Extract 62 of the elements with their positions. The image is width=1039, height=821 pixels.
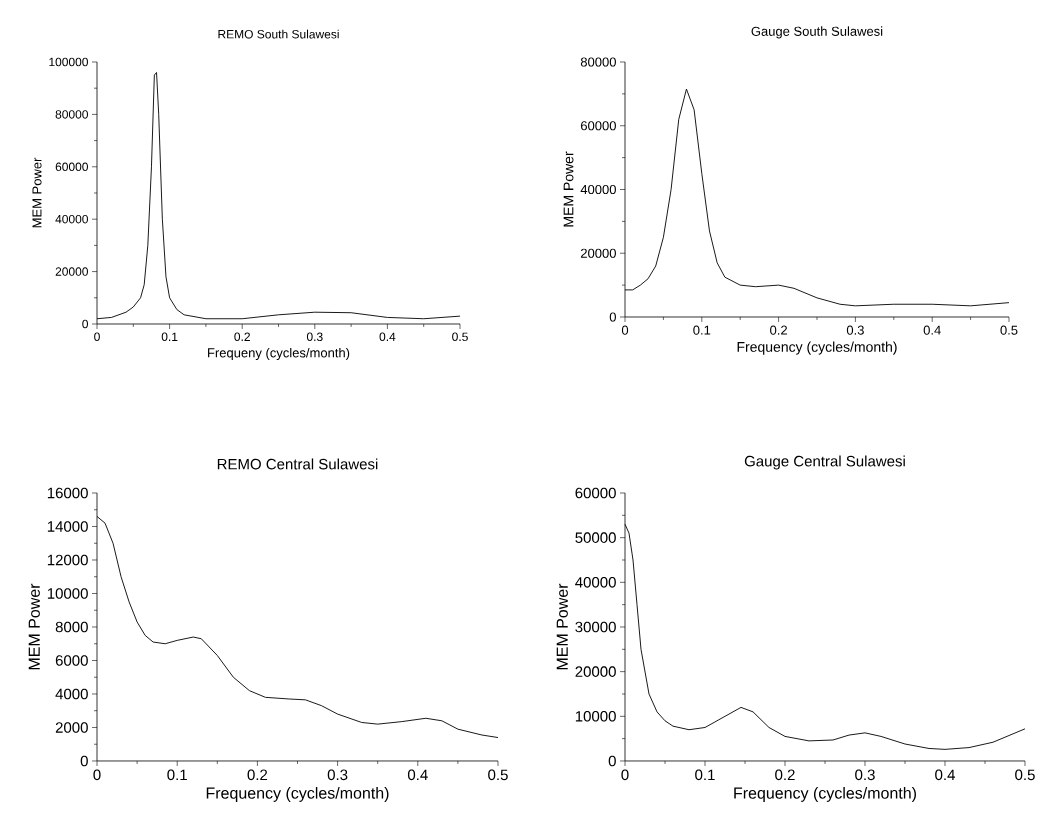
x-tick-label: 0.3 <box>306 332 323 342</box>
x-axis-title: Frequency (cycles/month) <box>206 787 389 802</box>
y-tick-label: 16000 <box>47 487 88 499</box>
x-tick-label: 0.4 <box>407 769 428 781</box>
x-axis-title: Frequency (cycles/month) <box>734 787 916 802</box>
x-tick-label: 0.5 <box>1015 769 1035 781</box>
y-tick-label: 14000 <box>47 521 88 532</box>
y-tick-label: 20000 <box>580 248 616 258</box>
y-tick-label: 0 <box>609 312 616 322</box>
x-tick-label: 0.2 <box>247 769 268 781</box>
x-axis-title: Frequeny (cycles/month) <box>208 347 350 360</box>
y-tick-label: 40000 <box>580 184 616 195</box>
y-axis-title: MEM Power <box>563 151 574 227</box>
x-tick-label: 0.5 <box>452 332 468 342</box>
y-tick-label: 50000 <box>575 532 616 543</box>
y-tick-label: 100000 <box>49 57 88 67</box>
y-tick-label: 0 <box>80 755 88 767</box>
y-tick-label: 4000 <box>55 688 88 700</box>
x-tick-label: 0.1 <box>695 769 715 781</box>
x-tick-label: 0.5 <box>1000 325 1018 335</box>
chart-title: Gauge South Sulawesi <box>751 26 883 39</box>
x-tick-label: 0.4 <box>935 769 955 781</box>
y-axis-title: MEM Power <box>32 157 42 228</box>
x-tick-label: 0.1 <box>167 769 187 781</box>
y-tick-label: 20000 <box>575 666 616 677</box>
y-tick-label: 40000 <box>575 577 616 588</box>
x-tick-label: 0 <box>94 332 100 342</box>
y-tick-label: 20000 <box>55 267 88 276</box>
y-tick-label: 60000 <box>580 121 616 131</box>
x-tick-label: 0.5 <box>488 769 508 781</box>
y-tick-label: 60000 <box>55 162 88 172</box>
y-tick-label: 60000 <box>575 487 616 499</box>
x-tick-label: 0.3 <box>846 325 864 335</box>
x-axis-title: Frequency (cycles/month) <box>737 341 897 355</box>
x-tick-label: 0.3 <box>855 769 875 781</box>
y-axis-title: MEM Power <box>28 583 40 670</box>
chart-title: REMO South Sulawesi <box>218 29 339 39</box>
x-tick-label: 0.4 <box>923 325 941 335</box>
y-tick-label: 6000 <box>55 655 88 666</box>
x-tick-label: 0 <box>93 769 101 781</box>
x-tick-label: 0 <box>621 769 629 781</box>
x-tick-label: 0.3 <box>327 769 348 781</box>
y-tick-label: 12000 <box>47 554 88 566</box>
y-tick-label: 40000 <box>55 214 88 224</box>
chart-title: REMO Central Sulawesi <box>217 458 378 470</box>
chart-title: Gauge Central Sulawesi <box>744 455 905 470</box>
y-tick-label: 0 <box>608 755 616 767</box>
x-tick-label: 0.2 <box>775 769 795 781</box>
y-tick-label: 80000 <box>580 57 616 67</box>
y-tick-label: 10000 <box>575 711 616 722</box>
y-tick-label: 30000 <box>575 621 616 633</box>
y-tick-label: 10000 <box>47 588 88 599</box>
x-tick-label: 0 <box>621 325 629 335</box>
x-tick-label: 0.1 <box>161 332 178 342</box>
y-tick-label: 80000 <box>55 110 88 119</box>
y-tick-label: 2000 <box>55 722 88 733</box>
x-tick-label: 0.2 <box>234 332 250 342</box>
y-tick-label: 8000 <box>55 621 88 633</box>
x-tick-label: 0.2 <box>770 325 787 335</box>
y-axis-title: MEM Power <box>556 583 568 670</box>
x-tick-label: 0.4 <box>379 332 396 342</box>
x-tick-label: 0.1 <box>693 325 711 335</box>
